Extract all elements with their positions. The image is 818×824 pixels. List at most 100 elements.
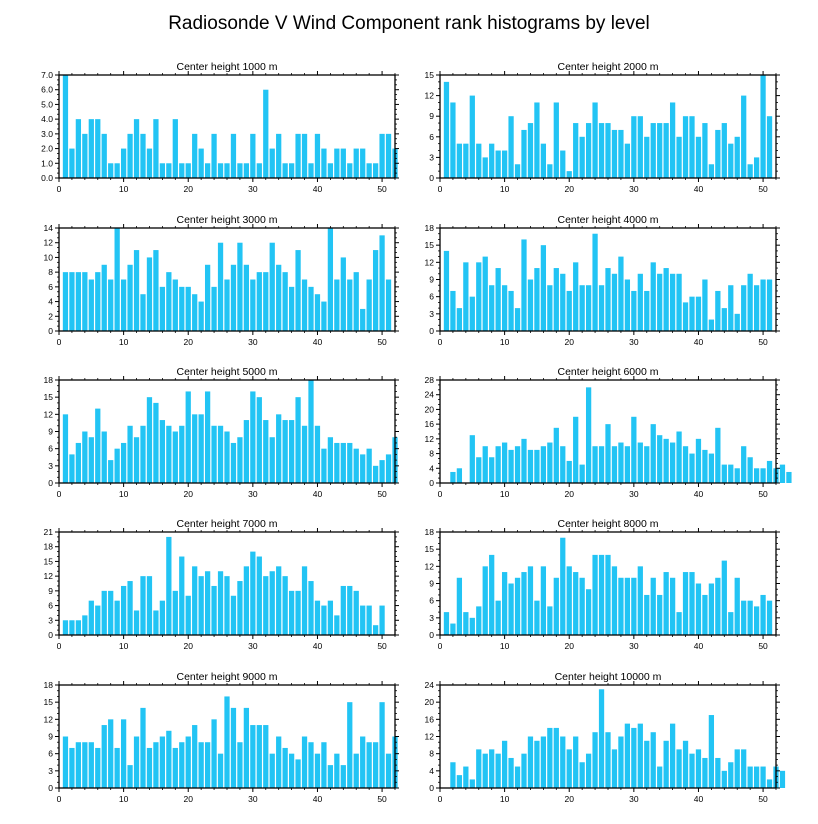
x-tick-label: 30 — [629, 641, 639, 651]
bar — [62, 272, 69, 331]
y-tick-label: 4 — [429, 766, 434, 776]
bar — [82, 431, 88, 483]
y-tick-label: 18 — [425, 223, 435, 233]
bar — [88, 742, 94, 788]
panel-6: Center height 6000 m 0 4 8 12 16 20 24 28 0 10 20 30… — [425, 366, 792, 499]
bar — [741, 749, 747, 788]
bar — [347, 163, 353, 178]
bar — [366, 448, 372, 483]
bar — [185, 736, 191, 788]
y-tick-label: 6 — [48, 749, 53, 759]
bar — [695, 583, 702, 635]
bar — [166, 536, 172, 635]
bar — [82, 133, 88, 178]
bar — [760, 594, 766, 635]
bar — [534, 268, 540, 331]
bar — [560, 150, 566, 178]
y-tick-label: 2 — [48, 311, 53, 321]
y-tick-label: 7.0 — [41, 70, 53, 80]
bar — [146, 148, 153, 178]
bar — [334, 615, 340, 635]
bar — [611, 273, 618, 331]
bar — [501, 285, 508, 331]
bar — [760, 468, 766, 483]
bar — [75, 119, 82, 178]
bar — [282, 272, 288, 331]
x-tick-label: 40 — [313, 337, 323, 347]
bar — [159, 736, 166, 788]
bar — [521, 753, 527, 788]
panel-1: Center height 1000 m 0.0 1.0 2.0 3.0 4.0 5.0 6.… — [41, 61, 399, 194]
bar — [779, 770, 786, 788]
bar — [133, 610, 140, 635]
figure-title: Radiosonde V Wind Component rank histogr… — [168, 13, 650, 34]
bar — [211, 585, 217, 635]
y-tick-label: 14 — [44, 223, 54, 233]
y-tick-label: 12 — [425, 91, 435, 101]
bar — [127, 581, 133, 635]
bar — [708, 453, 715, 483]
bar — [353, 590, 359, 635]
bar — [637, 723, 643, 788]
y-tick-label: 12 — [44, 238, 54, 248]
y-tick-label: 24 — [425, 680, 435, 690]
bar — [88, 437, 94, 483]
bar — [721, 123, 727, 178]
x-tick-label: 40 — [694, 489, 704, 499]
y-tick-label: 6 — [48, 282, 53, 292]
bar — [469, 95, 475, 178]
bar — [650, 123, 656, 178]
bar — [631, 577, 637, 635]
bar — [702, 449, 708, 483]
bar — [489, 749, 495, 788]
y-tick-label: 0 — [429, 326, 434, 336]
bar — [82, 272, 88, 331]
bar — [127, 425, 133, 483]
bar — [566, 171, 572, 178]
bar — [230, 442, 237, 483]
bar — [269, 242, 275, 331]
panel-title: Center height 4000 m — [558, 214, 659, 226]
bar — [527, 566, 534, 635]
bar — [179, 556, 185, 635]
x-tick-label: 0 — [57, 337, 62, 347]
bar — [263, 272, 269, 331]
bar — [276, 414, 282, 483]
bar — [734, 313, 740, 331]
bar — [256, 397, 262, 483]
y-tick-label: 15 — [44, 697, 54, 707]
x-tick-label: 10 — [119, 489, 129, 499]
bar — [553, 577, 559, 635]
bar — [282, 576, 288, 635]
x-tick-label: 20 — [183, 794, 193, 804]
x-tick-label: 30 — [248, 489, 258, 499]
bar — [372, 465, 379, 483]
bar — [308, 286, 314, 331]
bar — [146, 257, 153, 331]
bar — [159, 163, 166, 178]
bar — [153, 402, 159, 483]
bar — [198, 148, 204, 178]
bar — [553, 268, 559, 331]
bar — [114, 600, 120, 635]
bar — [230, 707, 237, 788]
x-tick-label: 50 — [758, 489, 768, 499]
x-tick-label: 50 — [377, 337, 387, 347]
bar — [88, 279, 94, 331]
bar — [624, 279, 631, 331]
y-tick-label: 9 — [48, 427, 53, 437]
bar — [747, 766, 753, 788]
bar — [379, 133, 385, 178]
bar — [501, 150, 508, 178]
y-tick-label: 8 — [48, 267, 53, 277]
bar — [728, 762, 734, 788]
bar — [508, 757, 514, 788]
bar — [747, 164, 753, 178]
bar — [708, 715, 715, 788]
bar — [75, 442, 82, 483]
x-tick-label: 30 — [248, 641, 258, 651]
bar — [69, 620, 75, 635]
bar — [159, 420, 166, 483]
bar — [760, 75, 766, 178]
bar — [347, 442, 353, 483]
